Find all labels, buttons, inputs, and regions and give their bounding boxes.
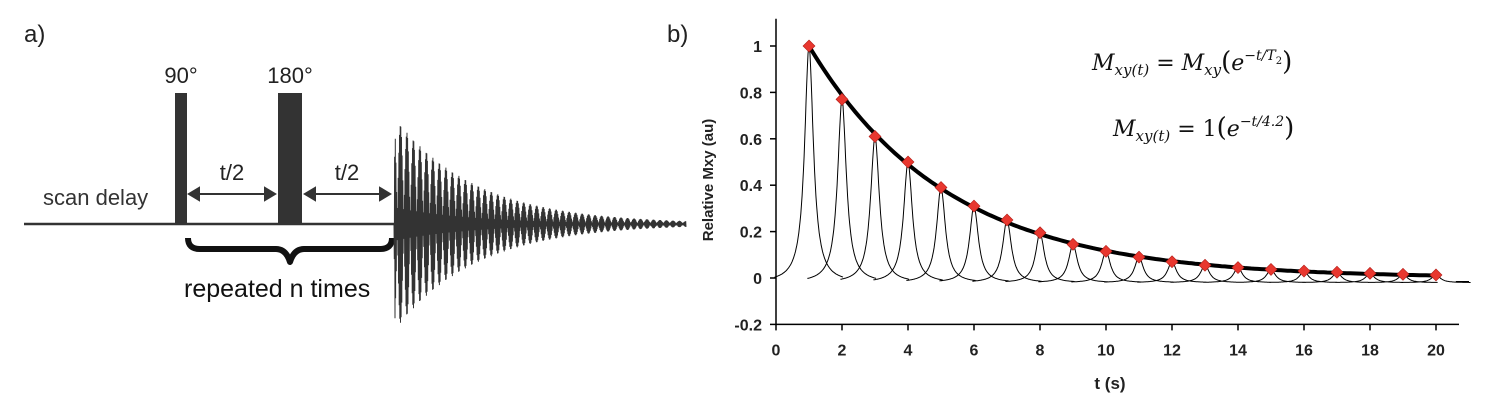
- pulse-90-bar: [175, 93, 187, 224]
- x-tick-label: 4: [904, 342, 913, 359]
- x-tick-label: 6: [970, 342, 979, 359]
- y-tick-label: -0.2: [734, 317, 762, 334]
- echo-train-signal: [393, 126, 687, 323]
- y-axis-label: Relative Mxy (au): [700, 119, 717, 242]
- y-tick-label: 0.6: [740, 132, 762, 149]
- scan-delay-label: scan delay: [43, 185, 148, 210]
- data-point-marker: [1297, 264, 1311, 278]
- data-point-marker: [1264, 262, 1278, 276]
- chart-axes: -0.200.20.40.60.810 2 4 6 8 10 12 14 16 18 20: [734, 18, 1459, 359]
- x-axis-label: t (s): [1094, 374, 1125, 393]
- data-point-marker: [1132, 250, 1146, 264]
- data-point-marker: [1429, 268, 1443, 282]
- x-tick-label: 0: [772, 342, 781, 359]
- y-tick-label: 0.2: [740, 225, 762, 242]
- pulse-90-label: 90°: [164, 63, 197, 88]
- y-tick-label: 0.8: [740, 85, 762, 102]
- data-point-marker: [901, 155, 915, 169]
- data-point-marker: [1363, 266, 1377, 280]
- data-markers: [802, 39, 1443, 282]
- data-point-marker: [1396, 267, 1410, 281]
- data-point-marker: [802, 39, 816, 53]
- data-point-marker: [934, 181, 948, 194]
- y-tick-label: 0.4: [740, 178, 762, 195]
- panel-b-label: b): [667, 21, 688, 48]
- data-point-marker: [1198, 258, 1212, 272]
- data-point-marker: [1099, 244, 1113, 258]
- data-point-marker: [967, 199, 981, 213]
- panel-a: a) 90° 180° scan delay t/2 t/2 repeated …: [24, 21, 687, 323]
- data-point-marker: [868, 130, 882, 143]
- echo-peaks: [774, 46, 1471, 283]
- x-tick-label: 14: [1229, 342, 1247, 359]
- pulse-180-bar: [278, 93, 302, 224]
- pulse-180-label: 180°: [267, 63, 313, 88]
- data-point-marker: [1330, 265, 1344, 279]
- data-point-marker: [1000, 213, 1014, 227]
- x-tick-label: 18: [1361, 342, 1379, 359]
- data-point-marker: [1066, 237, 1080, 251]
- data-point-marker: [1231, 261, 1245, 274]
- x-tick-label: 10: [1097, 342, 1115, 359]
- x-tick-label: 20: [1427, 342, 1445, 359]
- equation-general: Mxy(t) = Mxy(e−t/T2): [1091, 47, 1292, 79]
- data-point-marker: [835, 92, 849, 106]
- panel-b: b) -0.200.20.40.60.810 2 4 6 8 10 12 14 16 18 20 t…: [667, 18, 1471, 393]
- interval-right-label: t/2: [335, 160, 359, 185]
- interval-left-arrow: [187, 186, 277, 202]
- x-tick-label: 8: [1036, 342, 1045, 359]
- equation-fitted: Mxy(t) = 1(e−t/4.2): [1112, 113, 1294, 145]
- data-point-marker: [1165, 255, 1179, 269]
- x-tick-label: 12: [1163, 342, 1181, 359]
- x-tick-label: 2: [838, 342, 847, 359]
- repeat-brace: [185, 237, 395, 265]
- x-tick-label: 16: [1295, 342, 1313, 359]
- y-tick-label: 0: [753, 271, 762, 288]
- y-tick-label: 1: [753, 39, 762, 56]
- interval-left-label: t/2: [220, 160, 244, 185]
- interval-right-arrow: [303, 186, 392, 202]
- panel-a-label: a): [24, 21, 45, 48]
- repeat-label: repeated n times: [184, 275, 370, 303]
- data-point-marker: [1033, 226, 1047, 240]
